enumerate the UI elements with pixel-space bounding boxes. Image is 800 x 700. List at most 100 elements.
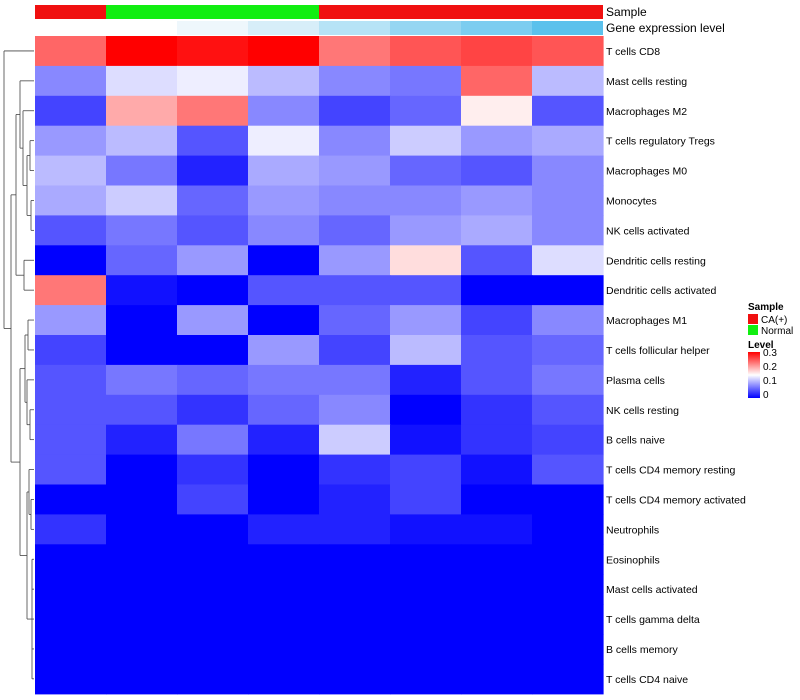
heatmap-cell	[390, 634, 462, 665]
heatmap-cell	[177, 663, 249, 695]
heatmap-cell	[390, 514, 462, 545]
heatmap-cell	[106, 305, 178, 336]
row-label: Neutrophils	[606, 524, 659, 536]
heatmap-cell	[106, 663, 178, 695]
heatmap-cell	[390, 185, 462, 216]
heatmap-cell	[319, 125, 391, 157]
heatmap-cell	[248, 394, 320, 426]
heatmap-cell	[177, 155, 249, 187]
row-label: Monocytes	[606, 195, 657, 207]
heatmap-cell	[106, 95, 178, 127]
heatmap-cell	[248, 215, 320, 246]
heatmap-cell	[177, 305, 249, 336]
heatmap-cell	[106, 544, 178, 575]
heatmap-cell	[177, 185, 249, 216]
heatmap-cell	[532, 36, 604, 67]
heatmap-cell	[106, 454, 178, 486]
heatmap-cell	[177, 125, 249, 157]
heatmap-cell	[177, 634, 249, 665]
heatmap-cell	[390, 484, 462, 515]
heatmap-cells	[35, 36, 604, 695]
row-label: Macrophages M2	[606, 106, 687, 118]
heatmap-cell	[106, 335, 178, 366]
heatmap-cell	[461, 604, 533, 635]
heatmap-cell	[248, 155, 320, 187]
heatmap-cell	[461, 185, 533, 216]
heatmap-cell	[177, 36, 249, 67]
annotation-cell	[532, 21, 603, 35]
heatmap-cell	[390, 604, 462, 635]
heatmap-cell	[177, 574, 249, 605]
row-label: Mast cells activated	[606, 584, 698, 596]
annotation-cell	[106, 21, 177, 35]
heatmap-cell	[390, 155, 462, 187]
legend-tick-label: 0	[763, 390, 769, 401]
row-label: T cells follicular helper	[606, 345, 710, 357]
heatmap-cell	[248, 484, 320, 515]
heatmap-cell	[390, 215, 462, 246]
heatmap-cell	[461, 454, 533, 486]
heatmap-cell	[177, 514, 249, 545]
annotation-cell	[35, 21, 106, 35]
heatmap-cell	[461, 95, 533, 127]
heatmap-cell	[390, 305, 462, 336]
heatmap-cell	[532, 245, 604, 276]
heatmap-cell	[532, 185, 604, 216]
row-label: T cells gamma delta	[606, 614, 700, 626]
heatmap-cell	[248, 663, 320, 695]
heatmap-cell	[390, 125, 462, 157]
heatmap-cell	[390, 574, 462, 605]
heatmap-cell	[177, 245, 249, 276]
row-label: T cells regulatory Tregs	[606, 136, 715, 148]
heatmap-cell	[106, 634, 178, 665]
heatmap-cell	[532, 275, 604, 306]
heatmap-cell	[319, 514, 391, 545]
heatmap-cell	[390, 394, 462, 426]
annotation-cell	[390, 21, 461, 35]
heatmap-cell	[319, 424, 391, 456]
heatmap-cell	[177, 424, 249, 456]
heatmap-cell	[35, 544, 107, 575]
row-label: Macrophages M1	[606, 315, 687, 327]
heatmap-cell	[35, 95, 107, 127]
heatmap-cell	[390, 544, 462, 575]
heatmap-cell	[35, 663, 107, 695]
heatmap-cell	[177, 275, 249, 306]
heatmap-cell	[461, 245, 533, 276]
heatmap-cell	[461, 65, 533, 97]
heatmap-cell	[319, 604, 391, 635]
heatmap-cell	[35, 215, 107, 246]
heatmap-cell	[248, 65, 320, 97]
heatmap-cell	[177, 215, 249, 246]
heatmap-cell	[106, 574, 178, 605]
heatmap-cell	[461, 335, 533, 366]
heatmap-cell	[106, 185, 178, 216]
heatmap-cell	[319, 484, 391, 515]
row-dendrogram	[3, 50, 34, 680]
annotation-cell	[390, 5, 461, 19]
heatmap-cell	[532, 634, 604, 665]
heatmap-cell	[532, 514, 604, 545]
heatmap-cell	[248, 125, 320, 157]
row-label: NK cells resting	[606, 405, 679, 417]
heatmap-cell	[390, 364, 462, 396]
heatmap-cell	[35, 335, 107, 366]
heatmap-cell	[35, 245, 107, 276]
heatmap-cell	[532, 454, 604, 486]
heatmap-cell	[106, 364, 178, 396]
annotation-cell	[248, 5, 319, 19]
heatmap-cell	[319, 245, 391, 276]
row-label: Macrophages M0	[606, 166, 687, 178]
heatmap-cell	[106, 424, 178, 456]
heatmap-cell	[35, 305, 107, 336]
heatmap-cell	[248, 574, 320, 605]
heatmap-cell	[248, 245, 320, 276]
heatmap-cell	[177, 335, 249, 366]
annotation-label: Sample	[606, 5, 647, 19]
row-label: B cells memory	[606, 644, 679, 656]
heatmap-cell	[248, 514, 320, 545]
heatmap-cell	[35, 574, 107, 605]
heatmap-cell	[532, 394, 604, 426]
heatmap-cell	[390, 663, 462, 695]
